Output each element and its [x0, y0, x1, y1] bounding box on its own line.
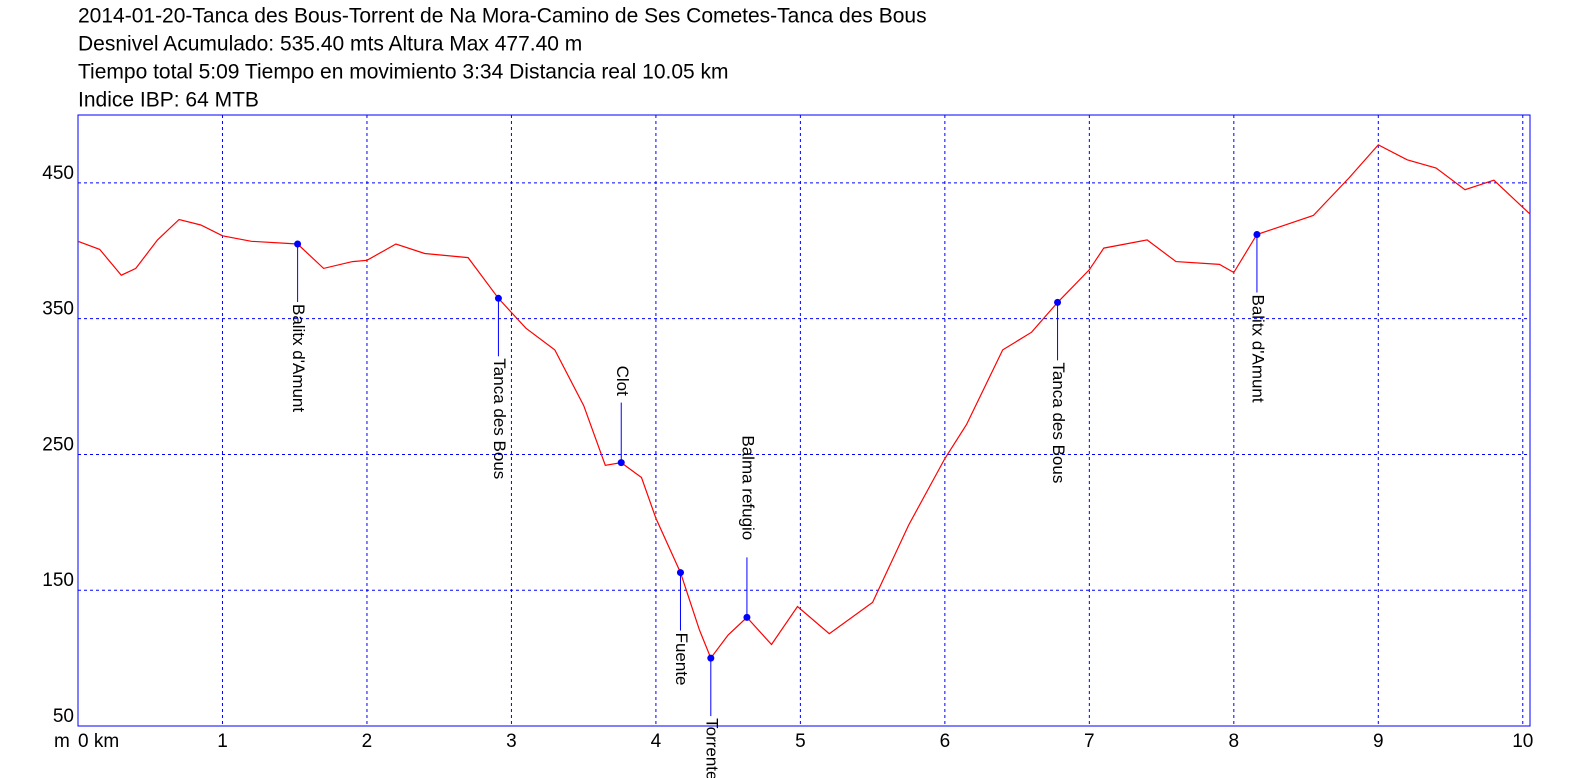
x-tick-label: 1 — [217, 731, 228, 752]
waypoint — [617, 459, 625, 467]
waypoint-label: Balitx d'Amunt — [1248, 294, 1267, 402]
waypoint-label: Balma refugio — [738, 435, 757, 540]
chart-title: 2014-01-20-Tanca des Bous-Torrent de Na … — [78, 5, 927, 28]
x-tick-label: 2 — [362, 731, 373, 752]
x-tick-label: 10 — [1512, 731, 1533, 752]
x-tick-label: 8 — [1229, 731, 1240, 752]
waypoint — [743, 613, 751, 621]
waypoint — [294, 240, 302, 248]
y-tick-label: 450 — [42, 163, 74, 184]
waypoint-label: Clot — [613, 366, 632, 397]
y-tick-label: 250 — [42, 434, 74, 455]
waypoint — [676, 569, 684, 577]
plot-frame — [77, 114, 1531, 727]
waypoint-label: Fuente — [672, 633, 691, 686]
waypoint — [1253, 230, 1261, 238]
chart-subtitle: Desnivel Acumulado: 535.40 mts Altura Ma… — [78, 33, 582, 56]
y-tick-label: 50 — [53, 706, 74, 727]
x-tick-label: 7 — [1084, 731, 1095, 752]
waypoint — [494, 294, 502, 302]
x-tick-label: 0 km — [78, 731, 119, 752]
x-tick-label: 3 — [506, 731, 517, 752]
x-tick-label: 5 — [795, 731, 806, 752]
chart-subtitle: Tiempo total 5:09 Tiempo en movimiento 3… — [78, 61, 729, 84]
x-tick-label: 9 — [1373, 731, 1384, 752]
chart-subtitle: Indice IBP: 64 MTB — [78, 89, 259, 112]
y-tick-label: 350 — [42, 299, 74, 320]
waypoint-label: Torrente — [702, 718, 721, 778]
waypoint-label: Tanca des Bous — [490, 358, 509, 479]
y-tick-label: 150 — [42, 570, 74, 591]
waypoint — [1054, 298, 1062, 306]
waypoint-label: Tanca des Bous — [1049, 362, 1068, 483]
waypoint-label: Balitx d'Amunt — [289, 304, 308, 412]
y-axis-label: m — [54, 731, 70, 752]
x-tick-label: 4 — [651, 731, 662, 752]
waypoint — [707, 654, 715, 662]
x-tick-label: 6 — [940, 731, 951, 752]
